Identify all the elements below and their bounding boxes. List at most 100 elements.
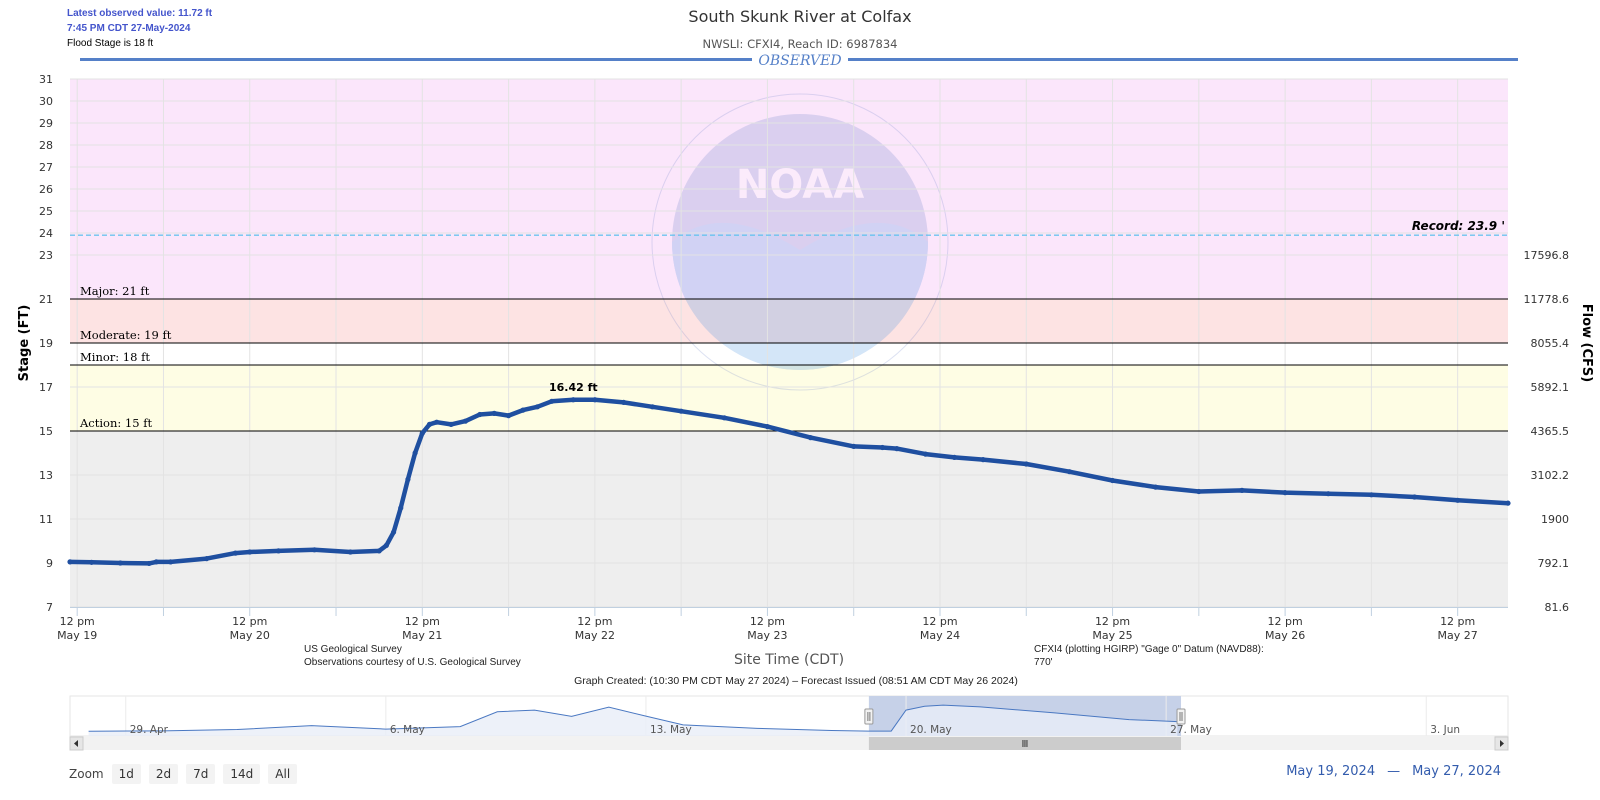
data-point xyxy=(879,444,886,451)
y2-tick-label: 17596.8 xyxy=(1524,249,1570,262)
data-point xyxy=(592,397,598,403)
data-point xyxy=(477,411,483,418)
y-tick-label: 23 xyxy=(39,249,53,262)
zoom-all-button[interactable]: All xyxy=(268,764,298,784)
range-separator: — xyxy=(1387,764,1401,779)
data-point xyxy=(311,547,318,553)
navigator-left-handle[interactable] xyxy=(864,708,874,725)
record-label: Record: 23.9 ' xyxy=(1412,219,1505,233)
x-tick-label: 12 pm xyxy=(922,615,957,628)
x-tick-label: May 22 xyxy=(575,629,615,642)
data-point xyxy=(448,421,454,427)
data-point xyxy=(980,457,986,463)
x-tick-label: 12 pm xyxy=(750,615,785,628)
data-point xyxy=(88,559,95,565)
x-tick-label: May 20 xyxy=(230,629,270,642)
data-point xyxy=(426,421,433,427)
threshold-label-major: Major: 21 ft xyxy=(80,284,150,298)
data-point xyxy=(412,450,418,456)
data-point xyxy=(67,559,73,565)
navigator-label: 20. May xyxy=(910,724,952,736)
zoom-2d-button[interactable]: 2d xyxy=(148,764,179,784)
data-point xyxy=(1196,488,1202,495)
data-point xyxy=(951,454,957,460)
x-tick-label: May 26 xyxy=(1265,629,1305,642)
chevron-right-icon xyxy=(1500,740,1504,747)
noaa-watermark: NOAA xyxy=(651,93,949,391)
data-point xyxy=(807,435,814,441)
y2-tick-label: 81.6 xyxy=(1545,601,1570,614)
data-point xyxy=(146,560,152,567)
x-tick-label: May 25 xyxy=(1092,629,1132,642)
zoom-bar: Zoom 1d 2d 7d 14d All xyxy=(69,764,298,784)
zoom-14d-button[interactable]: 14d xyxy=(223,764,261,784)
data-point xyxy=(491,410,497,416)
chart-title: South Skunk River at Colfax xyxy=(688,7,911,26)
observed-label-bg xyxy=(752,51,848,67)
data-point xyxy=(419,430,425,436)
y-tick-label: 17 xyxy=(39,381,53,394)
latest-time: 7:45 PM CDT 27-May-2024 xyxy=(67,23,191,34)
data-point xyxy=(117,560,123,566)
y2-tick-label: 8055.4 xyxy=(1531,337,1570,350)
data-point xyxy=(764,424,771,430)
data-point xyxy=(721,415,727,421)
data-point xyxy=(204,556,210,562)
data-point xyxy=(570,397,576,403)
data-point xyxy=(1325,491,1331,497)
data-point xyxy=(851,443,857,449)
x-tick-label: 12 pm xyxy=(577,615,612,628)
navigator-label: 3. Jun xyxy=(1430,724,1460,736)
scrollbar-track[interactable] xyxy=(70,737,1508,750)
navigator-series xyxy=(88,704,1178,732)
data-point xyxy=(168,559,174,565)
data-point xyxy=(390,529,397,535)
data-point xyxy=(649,404,655,410)
y-tick-label: 25 xyxy=(39,205,53,218)
x-tick-label: 12 pm xyxy=(60,615,95,628)
data-point xyxy=(1411,494,1418,500)
y-tick-label: 26 xyxy=(39,183,53,196)
data-point xyxy=(1455,497,1461,503)
y2-tick-label: 5892.1 xyxy=(1531,381,1570,394)
x-tick-label: 12 pm xyxy=(232,615,267,628)
threshold-label-minor: Minor: 18 ft xyxy=(80,350,150,364)
data-point xyxy=(275,548,282,554)
datum-note-line-1: CFXI4 (plotting HGIRP) "Gage 0" Datum (N… xyxy=(1034,644,1264,655)
data-point xyxy=(1505,500,1511,506)
zoom-1d-button[interactable]: 1d xyxy=(111,764,141,784)
data-point xyxy=(398,505,404,511)
navigator[interactable]: 29. Apr 6. May 13. May 20. May 27. May 3. Jun xyxy=(69,695,1509,751)
data-point xyxy=(1153,484,1159,490)
y-tick-label: 7 xyxy=(46,601,53,614)
x-tick-label: May 24 xyxy=(920,629,960,642)
range-to[interactable]: May 27, 2024 xyxy=(1412,764,1501,779)
chart-subtitle: NWSLI: CFXI4, Reach ID: 6987834 xyxy=(702,37,897,51)
x-tick-label: May 21 xyxy=(402,629,442,642)
data-point xyxy=(232,550,238,556)
navigator-right-handle[interactable] xyxy=(1176,708,1186,725)
navigator-label: 29. Apr xyxy=(130,724,169,736)
peak-label: 16.42 ft xyxy=(549,381,598,394)
range-from[interactable]: May 19, 2024 xyxy=(1286,764,1376,779)
data-point xyxy=(923,451,929,457)
chevron-left-icon xyxy=(74,740,78,747)
navigator-label: 27. May xyxy=(1170,724,1212,736)
data-point xyxy=(621,399,627,405)
y2-tick-label: 792.1 xyxy=(1538,557,1570,570)
credit-line-1: US Geological Survey xyxy=(304,644,402,655)
x-axis-title: Site Time (CDT) xyxy=(734,652,844,668)
zoom-7d-button[interactable]: 7d xyxy=(186,764,216,784)
date-range: May 19, 2024 — May 27, 2024 xyxy=(1280,764,1507,779)
x-tick-label: May 23 xyxy=(747,629,787,642)
data-point xyxy=(376,548,382,554)
x-tick-label: May 27 xyxy=(1438,629,1478,642)
y-tick-label: 24 xyxy=(39,227,53,240)
data-point xyxy=(1023,461,1029,467)
y-tick-label: 31 xyxy=(39,73,53,86)
data-point xyxy=(1282,490,1288,496)
data-point xyxy=(678,408,684,414)
data-point xyxy=(520,407,526,413)
flood-stage-note: Flood Stage is 18 ft xyxy=(67,38,154,49)
